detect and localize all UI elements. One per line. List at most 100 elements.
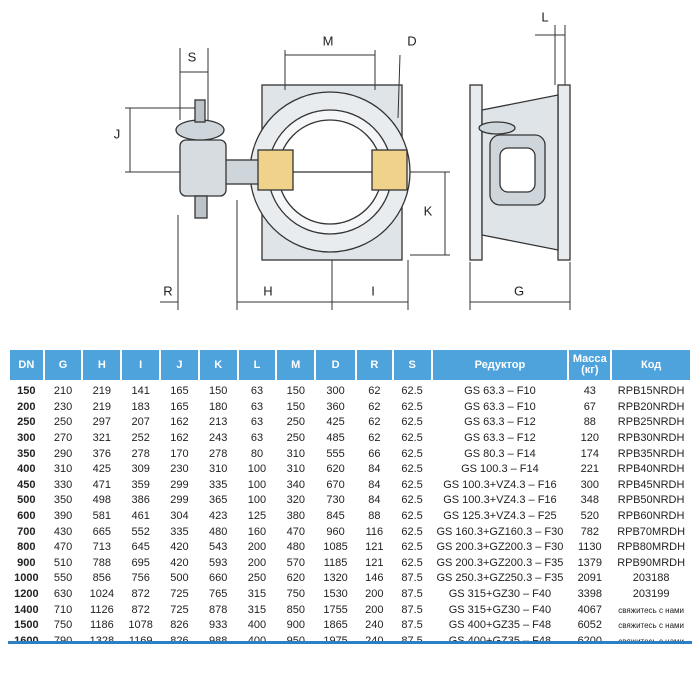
table-cell: GS 125.3+VZ4.3 – F25 [443,510,557,523]
table-row: 1000 550 856 756 500 660 250 620 1320 146 87.5 GS 2… [10,571,690,587]
table-cell: 593 [209,556,228,569]
dn-cell: 1400 [14,603,39,616]
table-cell: RPB20NRDH [617,400,685,413]
table-cell: 1530 [323,588,348,601]
table-cell: 695 [131,556,150,569]
table-cell: 62.5 [401,400,423,413]
header-cell: K [199,350,237,380]
table-cell: RPB25NRDH [617,416,685,429]
table-row: 450 330 471 359 299 335 100 340 670 84 62.5 GS 100.… [10,478,690,494]
table-cell: 1379 [577,556,603,569]
table-row: 900 510 788 695 420 593 200 570 1185 121 62.5 GS 20… [10,556,690,572]
table-cell: 310 [286,463,305,476]
table-cell: 270 [53,432,73,445]
table-cell: 2091 [577,572,603,585]
table-cell: 470 [53,541,73,554]
table-cell: 300 [326,385,345,398]
table-cell: 1320 [323,572,348,585]
dn-cell: 1200 [14,588,39,601]
table-cell: 125 [247,510,267,523]
table-cell: 750 [286,588,305,601]
table-cell: 310 [209,463,228,476]
table-cell: 62.5 [401,510,423,523]
table-cell: 471 [92,478,112,491]
table-body: 150 210 219 141 165 150 63 150 300 62 62.5 GS 63.3 … [10,380,690,649]
table-cell: 200 [365,588,384,601]
table-cell: 62.5 [401,385,423,398]
table-cell: 3398 [577,588,603,601]
table-cell: 670 [326,478,345,491]
table-cell: 278 [131,447,150,460]
table-cell: 1024 [89,588,115,601]
table-cell: 170 [170,447,189,460]
table-cell: GS 315+GZ30 – F40 [448,588,552,601]
table-cell: 203188 [632,572,670,585]
table-cell: 765 [209,588,228,601]
table-cell: 87.5 [401,572,423,585]
dn-cell: 350 [17,447,36,460]
header-row: DN G H I J K L M D R S Редуктор Масса (кг) Код [10,350,690,380]
table-cell: 150 [286,385,305,398]
header-cell: I [122,350,160,380]
table-cell: 480 [286,541,305,554]
dn-cell: 300 [17,432,36,445]
table-cell: 62.5 [401,478,423,491]
table-cell: 570 [286,556,305,569]
table-cell: 360 [326,400,345,413]
table-cell: 555 [326,447,345,460]
table-cell: 321 [92,432,112,445]
table-cell: 933 [209,619,228,632]
table-cell: 213 [209,416,228,429]
bottom-rule [8,641,692,644]
table-cell: 219 [92,400,112,413]
table-cell: 165 [170,400,189,413]
table-cell: 425 [326,416,345,429]
table-cell: GS 63.3 – F12 [464,416,536,429]
header-cell: DN [10,350,43,380]
dn-cell: 900 [17,556,36,569]
table-cell: RPB35NRDH [617,447,685,460]
table-cell: 299 [170,494,189,507]
table-cell: RPB80MRDH [617,541,686,554]
dim-label: J [114,126,121,141]
table-cell: GS 100.3+VZ4.3 – F16 [443,494,557,507]
table-cell: 310 [53,463,73,476]
table-cell: 1185 [323,556,348,569]
table-row: 400 310 425 309 230 310 100 310 620 84 62.5 GS 100.… [10,462,690,478]
table-cell: 620 [286,572,305,585]
table-cell: 200 [247,556,267,569]
dim-label: M [323,33,334,48]
table-cell: 850 [286,603,305,616]
dim-label: S [188,49,197,64]
table-row: 800 470 713 645 420 543 200 480 1085 121 62.5 GS 20… [10,540,690,556]
table-cell: 210 [53,385,73,398]
dn-cell: 250 [17,416,36,429]
dn-cell: 600 [17,510,36,523]
dn-cell: 400 [17,463,36,476]
header-cell: J [161,350,198,380]
table-cell: 510 [53,556,73,569]
table-cell: GS 200.3+GZ200.3 – F35 [436,556,564,569]
table-cell: 250 [286,416,305,429]
header-cell: L [238,350,276,380]
table-cell: 310 [286,447,305,460]
table-cell: 390 [53,510,73,523]
table-cell: 219 [92,385,112,398]
table-cell: 400 [247,619,267,632]
table-cell: 87.5 [401,588,423,601]
table-cell: GS 250.3+GZ250.3 – F35 [436,572,564,585]
table-cell: 710 [53,603,73,616]
table-cell: 713 [92,541,112,554]
table-cell: 315 [247,603,267,616]
header-cell: H [83,350,121,380]
table-cell: 1865 [323,619,348,632]
table-cell: 386 [131,494,150,507]
table-cell: RPB70MRDH [617,525,686,538]
table-cell: 730 [326,494,345,507]
header-cell: D [316,350,355,380]
table-cell: 878 [209,603,228,616]
table-cell: 250 [247,572,267,585]
dim-label: D [407,33,416,48]
table-cell: 43 [583,385,596,398]
table-cell: 63 [250,385,264,398]
